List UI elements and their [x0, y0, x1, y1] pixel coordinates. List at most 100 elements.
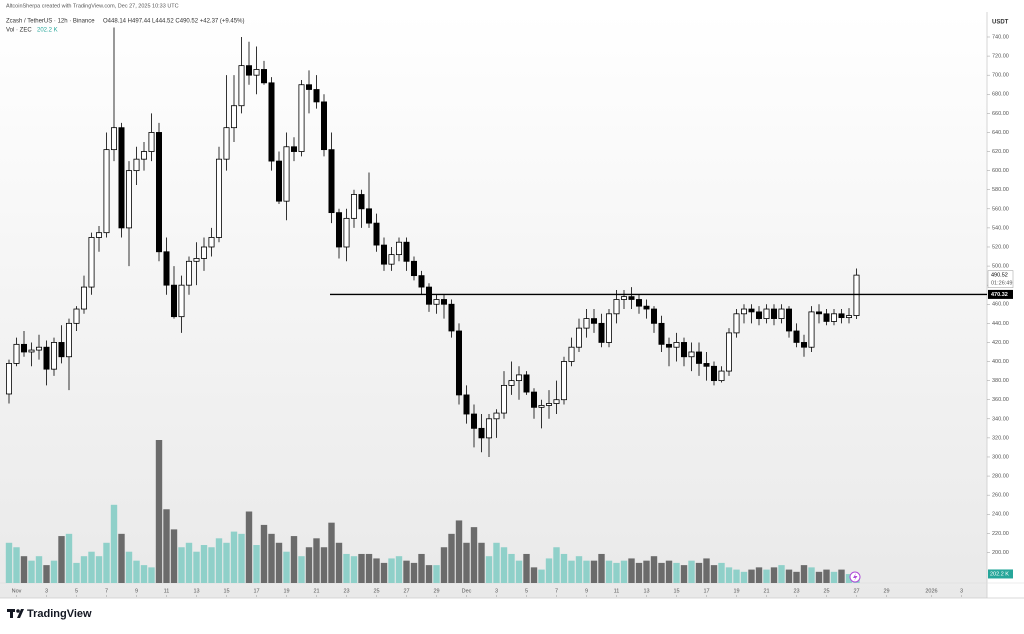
candle-body — [335, 212, 342, 248]
candle-body — [58, 342, 65, 358]
volume-bar — [733, 569, 740, 583]
candle-body — [771, 308, 778, 319]
candle-body — [403, 241, 410, 262]
candle-body — [433, 299, 440, 305]
volume-bar — [260, 524, 268, 583]
candle-body — [200, 246, 207, 259]
volume-bar — [388, 558, 395, 583]
candle-body — [756, 311, 763, 319]
x-tick-label: 15 — [223, 588, 229, 594]
footer — [0, 599, 1024, 629]
candle-body — [463, 394, 470, 415]
candle-body — [410, 260, 417, 277]
volume-bar — [493, 542, 500, 583]
legend-values: O448.14 H497.44 L444.52 C490.52 +42.37 (… — [103, 19, 244, 25]
x-tick-label: 25 — [823, 588, 829, 594]
y-tick-label: 320.00 — [992, 435, 1009, 441]
volume-bar — [155, 440, 163, 583]
candle-body — [493, 412, 500, 420]
volume-bar — [500, 547, 508, 583]
candle-body — [711, 365, 718, 382]
volume-bar — [485, 556, 493, 583]
volume-bar — [298, 556, 305, 583]
candle-body — [455, 330, 462, 396]
volume-bar — [455, 520, 463, 583]
y-tick-label: 460.00 — [992, 302, 1009, 308]
volume-bar — [793, 571, 800, 583]
x-tick-label: 19 — [733, 588, 739, 594]
volume-bar — [328, 522, 335, 583]
candle-body — [193, 258, 200, 262]
candle-body — [230, 105, 237, 129]
volume-bar — [613, 562, 620, 583]
candle-body — [96, 232, 103, 238]
y-tick-label: 280.00 — [992, 474, 1009, 480]
y-tick-label: 340.00 — [992, 416, 1009, 422]
volume-bar — [350, 556, 358, 583]
candle-body — [688, 351, 695, 358]
volume-bar — [80, 556, 88, 583]
brand-logo — [7, 609, 24, 618]
candle-body — [260, 69, 267, 84]
volume-bar — [680, 565, 688, 583]
volume-bar — [508, 553, 515, 583]
volume-bar — [433, 565, 440, 583]
y-tick-label: 300.00 — [992, 454, 1009, 460]
candle-body — [343, 217, 350, 248]
candle-body — [365, 208, 372, 224]
volume-bar — [635, 562, 643, 583]
y-tick-label: 240.00 — [992, 512, 1009, 518]
chart-title: AltcoinSherpa created with TradingView.c… — [6, 3, 179, 9]
y-tick-label: 440.00 — [992, 321, 1009, 327]
volume-bar — [740, 571, 748, 583]
x-tick-label: 21 — [763, 588, 769, 594]
volume-bar — [283, 551, 290, 583]
volume-bar — [583, 560, 590, 583]
volume-bar — [418, 553, 425, 583]
plot-background — [0, 12, 987, 598]
candle-body — [546, 403, 553, 406]
candle-body — [786, 308, 793, 332]
y-tick-label: 400.00 — [992, 359, 1009, 365]
volume-bar — [185, 542, 193, 583]
candle-body — [238, 65, 245, 107]
volume-bar — [335, 542, 343, 583]
volume-legend-value: 202.2 K — [37, 28, 58, 34]
volume-bar — [568, 560, 575, 583]
volume-bar — [553, 547, 560, 583]
candle-body — [66, 322, 73, 358]
candle-body — [380, 244, 387, 265]
volume-bar — [178, 547, 185, 583]
y-tick-label: 520.00 — [992, 244, 1009, 250]
volume-bar — [223, 542, 230, 583]
candle-body — [846, 315, 853, 319]
volume-bar — [58, 536, 65, 583]
volume-bar — [830, 571, 838, 583]
x-tick-label: 2026 — [925, 588, 937, 594]
volume-bar — [20, 556, 28, 583]
volume-bar — [425, 565, 433, 583]
candle-body — [778, 308, 785, 319]
volume-bar — [118, 533, 125, 583]
candle-body — [73, 308, 80, 324]
candle-body — [658, 322, 665, 345]
volume-bar — [785, 569, 793, 583]
candle-body — [508, 380, 515, 386]
y-tick-label: 620.00 — [992, 149, 1009, 155]
candle-body — [253, 69, 260, 76]
x-tick-label: 3 — [495, 588, 498, 594]
candle-body — [328, 149, 335, 214]
volume-bar — [575, 556, 583, 583]
candle-body — [576, 327, 583, 348]
volume-bar — [515, 560, 523, 583]
x-tick-label: 29 — [433, 588, 439, 594]
volume-bar — [403, 560, 410, 583]
alert-icon-bolt — [853, 573, 858, 581]
y-tick-label: 360.00 — [992, 397, 1009, 403]
volume-bar — [110, 504, 118, 583]
x-tick-label: 9 — [135, 588, 138, 594]
x-tick-label: 25 — [373, 588, 379, 594]
volume-bar — [725, 567, 733, 583]
volume-bar — [88, 551, 95, 583]
x-tick-label: 7 — [105, 588, 108, 594]
